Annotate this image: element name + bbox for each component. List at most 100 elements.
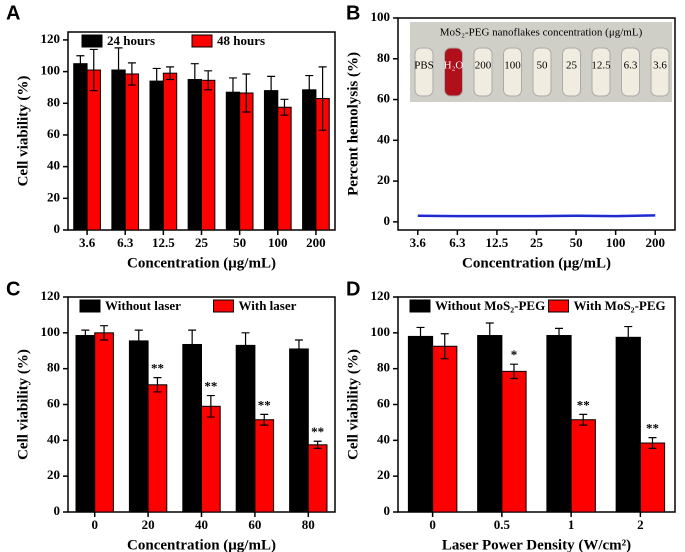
x-tick-label: 20	[142, 517, 155, 532]
bar	[86, 69, 101, 231]
y-tick-label: 40	[47, 431, 60, 446]
bar	[182, 343, 202, 513]
line	[417, 214, 656, 218]
bar	[254, 419, 275, 513]
legend-label: Without laser	[105, 298, 181, 313]
x-axis-title: Concentration (μg/mL)	[127, 255, 276, 271]
tube	[562, 47, 581, 97]
bar	[225, 91, 241, 231]
inset-photo: PBS H₂O 200 100 50 25 12.5 6.3 3.6 MoS₂-PEG nanof…	[410, 22, 672, 102]
y-tick-label: 120	[41, 288, 61, 303]
y-axis-title: Cell viability (%)	[15, 76, 31, 187]
bar	[432, 345, 458, 513]
error-bar	[89, 48, 98, 92]
x-tick-label: 0.5	[494, 517, 511, 532]
bar	[75, 335, 96, 513]
bar	[277, 106, 292, 231]
bar	[73, 63, 88, 231]
x-tick-label: 40	[195, 517, 208, 532]
error-bar	[188, 329, 197, 360]
legend-label: 48 hours	[217, 33, 265, 48]
significance-mark: **	[646, 421, 659, 436]
bar	[546, 335, 572, 513]
significance-mark: **	[577, 397, 590, 412]
error-bar	[76, 55, 85, 73]
bar	[407, 335, 434, 513]
error-bar	[153, 377, 162, 393]
x-tick-label: 25	[195, 235, 209, 250]
y-tick-label: 60	[377, 91, 390, 106]
error-bar	[114, 47, 123, 93]
x-axis-title: Concentration (μg/mL)	[462, 255, 611, 271]
error-bar	[579, 413, 588, 426]
y-tick-label: 20	[47, 189, 60, 204]
x-tick-label: 50	[233, 235, 246, 250]
inset-label: 25	[566, 60, 578, 72]
bar	[307, 444, 328, 513]
inset-label: 3.6	[653, 60, 667, 72]
bar	[302, 89, 317, 231]
error-bar	[294, 339, 303, 359]
x-tick-label: 60	[248, 517, 261, 532]
y-tick-label: 80	[377, 50, 390, 65]
error-bar	[318, 66, 327, 131]
y-tick-label: 0	[54, 221, 61, 236]
tube	[650, 47, 670, 97]
x-tick-label: 12.5	[486, 235, 509, 250]
tube	[444, 47, 463, 97]
bar	[235, 344, 256, 513]
error-bar	[127, 62, 136, 86]
tube	[591, 47, 611, 97]
bar	[239, 92, 254, 231]
error-bar	[440, 333, 449, 360]
x-tick-label: 25	[530, 235, 544, 250]
x-tick-label: 80	[302, 517, 315, 532]
x-tick-label: 100	[268, 235, 288, 250]
y-tick-label: 0	[54, 503, 61, 518]
panel-label: D	[346, 278, 360, 300]
inset-label: H₂O	[444, 60, 464, 72]
legend-swatch	[213, 299, 234, 313]
x-axis-title: Laser Power Density (W/cm²)	[442, 537, 631, 552]
error-bar	[190, 63, 199, 96]
legend-swatch	[79, 299, 101, 313]
tube	[532, 47, 552, 97]
y-tick-label: 80	[47, 94, 60, 109]
significance-mark: **	[151, 361, 164, 376]
x-tick-label: 200	[645, 235, 665, 250]
x-tick-label: 6.3	[449, 235, 466, 250]
legend-swatch	[191, 34, 213, 48]
error-bar	[134, 329, 143, 353]
error-bar	[267, 75, 276, 106]
bar	[201, 79, 216, 231]
bar	[111, 69, 126, 231]
inset-label: PBS	[414, 60, 434, 72]
y-tick-label: 0	[384, 213, 391, 228]
error-bar	[624, 325, 633, 349]
error-bar	[260, 413, 269, 426]
legend-label: With laser	[239, 298, 297, 313]
error-bar	[509, 363, 518, 380]
y-axis-title: Cell viability (%)	[345, 349, 361, 460]
x-tick-label: 12.5	[152, 235, 175, 250]
bar	[128, 340, 149, 513]
y-tick-label: 100	[41, 324, 61, 339]
bar	[149, 80, 164, 231]
error-bar	[100, 325, 109, 341]
bar	[263, 90, 279, 231]
panel-label: B	[346, 2, 360, 24]
x-tick-label: 3.6	[410, 235, 427, 250]
bar	[570, 419, 596, 513]
y-tick-label: 60	[47, 126, 60, 141]
y-tick-label: 0	[384, 503, 391, 518]
error-bar	[555, 327, 564, 344]
error-bar	[416, 326, 425, 346]
y-tick-label: 60	[377, 395, 390, 410]
y-tick-label: 40	[377, 431, 390, 446]
x-tick-label: 2	[637, 517, 644, 532]
y-axis-title: Cell viability (%)	[15, 349, 31, 460]
x-tick-label: 200	[306, 235, 326, 250]
bar	[187, 79, 202, 231]
y-tick-label: 60	[47, 395, 60, 410]
